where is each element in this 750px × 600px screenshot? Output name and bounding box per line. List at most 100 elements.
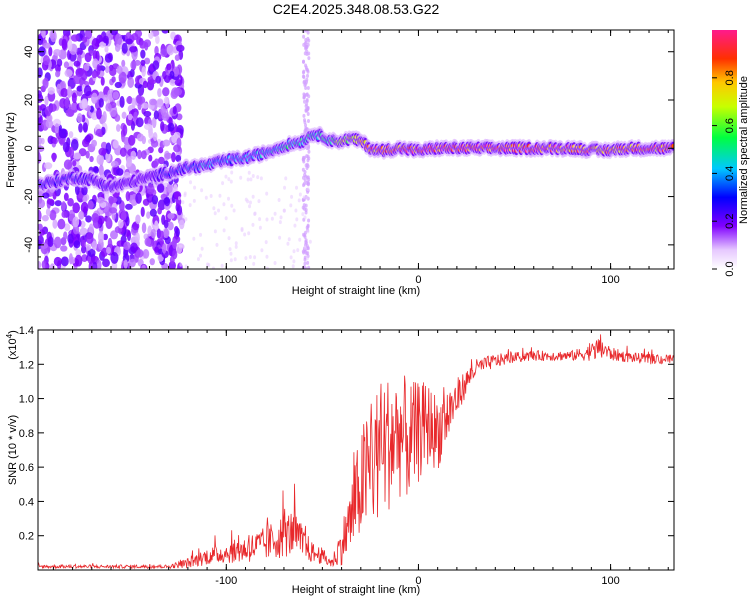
noise-blob: [100, 247, 108, 258]
noise-blob: [128, 134, 136, 146]
noise-blob: [154, 45, 159, 56]
noise-blob: [307, 156, 311, 161]
noise-blob: [177, 196, 181, 201]
noise-blob: [52, 219, 58, 229]
noise-blob: [60, 87, 69, 98]
noise-blob: [81, 239, 86, 248]
noise-blob: [149, 258, 155, 266]
noise-blob: [258, 217, 262, 222]
snr-frame: [37, 329, 675, 571]
noise-blob: [148, 154, 153, 162]
noise-blob: [91, 139, 97, 148]
noise-blob: [307, 265, 311, 269]
noise-blob: [305, 92, 309, 97]
noise-blob: [148, 31, 154, 40]
noise-blob: [91, 38, 100, 50]
noise-blob: [199, 232, 203, 237]
noise-blob: [259, 176, 263, 181]
noise-blob: [211, 266, 215, 269]
noise-blob: [56, 58, 63, 67]
noise-blob: [302, 159, 306, 164]
noise-blob: [248, 200, 252, 205]
noise-blob: [306, 229, 310, 234]
noise-blob: [306, 85, 310, 90]
noise-blob: [159, 230, 165, 240]
noise-blob: [54, 123, 60, 134]
noise-blob: [305, 162, 309, 167]
noise-blob: [257, 199, 261, 204]
noise-blob: [174, 79, 183, 87]
noise-blob: [301, 212, 305, 217]
noise-blob: [306, 111, 310, 116]
snr-panel: -100 0 100 0.2 0.4 0.6 0.8 1.0 1.2 1.4 Height of…: [5, 325, 675, 596]
noise-blob: [127, 113, 133, 121]
noise-blob: [168, 260, 176, 269]
noise-blob: [303, 266, 307, 269]
noise-blob: [78, 210, 85, 220]
noise-blob: [102, 233, 109, 241]
noise-blob: [230, 203, 234, 208]
noise-blob: [162, 70, 167, 80]
noise-blob: [224, 216, 228, 221]
noise-blob: [61, 38, 68, 50]
noise-blob: [251, 222, 255, 227]
noise-blob: [161, 112, 170, 121]
noise-blob: [307, 218, 311, 223]
noise-blob: [161, 30, 170, 34]
noise-blob: [40, 242, 48, 249]
noise-blob: [140, 49, 146, 59]
noise-blob: [157, 88, 162, 98]
noise-blob: [109, 67, 117, 76]
spectrogram-y-label: Frequency (Hz): [5, 112, 17, 188]
y-tick-label: 0.6: [19, 462, 34, 474]
noise-blob: [125, 191, 131, 202]
noise-blob: [82, 98, 89, 109]
y-tick-label: 0.2: [19, 531, 34, 543]
noise-blob: [119, 147, 127, 157]
noise-blob: [131, 199, 137, 207]
noise-blob: [58, 128, 67, 139]
noise-blob: [173, 87, 183, 96]
noise-blob: [204, 195, 208, 200]
noise-blob: [56, 83, 62, 95]
noise-blob: [306, 223, 310, 228]
noise-blob: [109, 230, 118, 240]
noise-blob: [164, 152, 173, 159]
noise-blob: [92, 261, 98, 269]
noise-blob: [38, 261, 42, 269]
noise-blob: [103, 94, 109, 102]
noise-blob: [47, 87, 55, 95]
noise-blob: [192, 198, 196, 203]
noise-blob: [140, 150, 147, 160]
noise-blob: [108, 207, 118, 214]
noise-blob: [174, 226, 179, 234]
noise-blob: [85, 215, 92, 223]
noise-blob: [213, 229, 217, 234]
noise-blob: [123, 259, 128, 269]
noise-blob: [67, 197, 74, 207]
noise-blob: [298, 192, 302, 197]
noise-blob: [116, 124, 121, 132]
noise-blob: [148, 131, 154, 139]
noise-blob: [150, 228, 156, 239]
noise-blob: [153, 110, 159, 120]
noise-blob: [294, 208, 298, 213]
noise-blob: [57, 218, 66, 230]
noise-blob: [130, 60, 137, 70]
noise-blob: [88, 261, 94, 269]
noise-blob: [162, 139, 171, 147]
noise-blob: [111, 76, 116, 83]
noise-blob: [78, 123, 83, 133]
noise-blob: [98, 164, 104, 177]
snr-multiplier-exponent: 4: [5, 333, 14, 338]
noise-blob: [130, 242, 138, 253]
noise-blob: [100, 141, 108, 150]
noise-blob: [221, 181, 225, 186]
noise-blob: [156, 99, 164, 108]
spectrogram-x-ticks: -100 0 100: [52, 30, 669, 286]
noise-blob: [295, 217, 299, 222]
noise-blob: [102, 35, 109, 44]
noise-blob: [72, 160, 77, 167]
noise-blob: [131, 32, 139, 41]
noise-blob: [115, 196, 122, 205]
